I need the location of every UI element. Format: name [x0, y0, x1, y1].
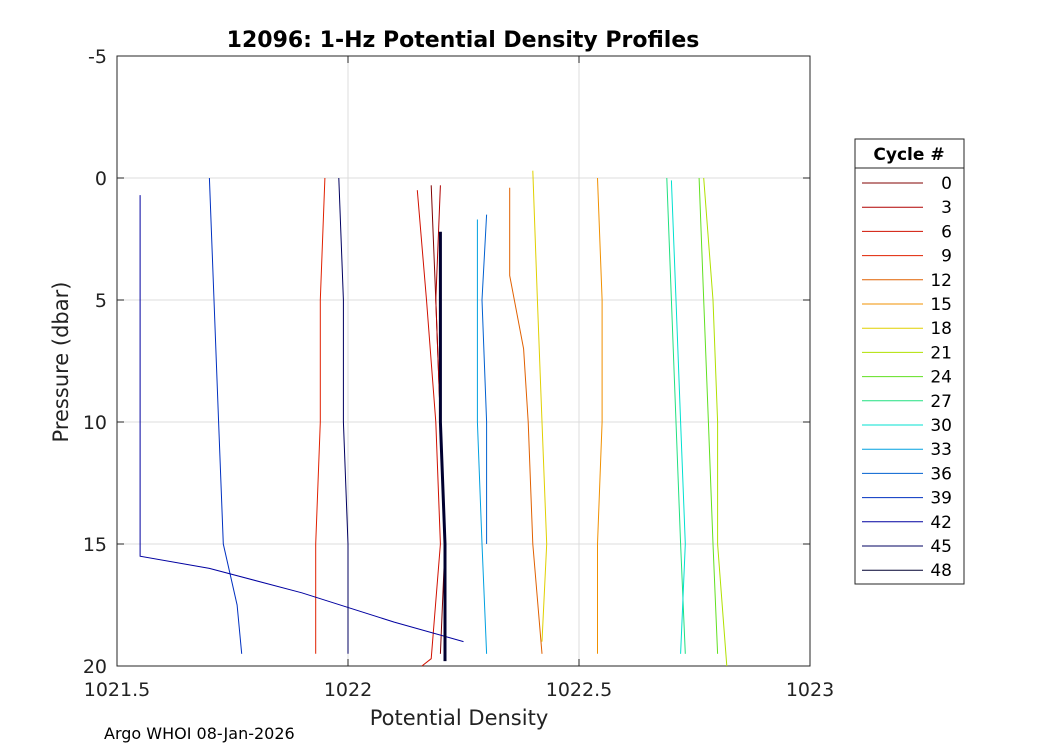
legend-box	[854, 138, 965, 585]
legend-label-cycle-3: 3	[941, 198, 952, 218]
legend-label-cycle-48: 48	[930, 561, 952, 581]
y-tick-label: 15	[83, 534, 107, 556]
series-line-cycle-15	[597, 177, 603, 654]
series-line-cycle-6	[416, 190, 441, 667]
legend-label-cycle-0: 0	[941, 174, 952, 194]
series-line-cycle-48	[438, 231, 447, 662]
series-line-cycle-21	[703, 177, 728, 667]
x-axis-label: Potential Density	[370, 706, 549, 730]
x-tick-label: 1023	[786, 679, 834, 701]
legend-label-cycle-39: 39	[930, 489, 952, 509]
x-tick-label: 1022.5	[546, 679, 612, 701]
legend-label-cycle-27: 27	[930, 392, 952, 412]
series-line-cycle-18	[532, 170, 548, 642]
series-line-cycle-45	[338, 177, 349, 654]
y-tick-label: 20	[83, 656, 107, 678]
footer-credit: Argo WHOI 08-Jan-2026	[104, 724, 295, 743]
x-tick-label: 1022	[324, 679, 372, 701]
legend-label-cycle-21: 21	[930, 343, 952, 363]
legend-label-cycle-6: 6	[941, 222, 952, 242]
y-tick-label: -5	[88, 46, 107, 68]
plot-frame	[116, 55, 811, 667]
legend-label-cycle-24: 24	[930, 368, 952, 388]
series-line-cycle-27	[666, 177, 686, 654]
series-line-cycle-24	[698, 177, 719, 654]
y-axis-label: Pressure (dbar)	[49, 282, 73, 443]
legend-label-cycle-42: 42	[930, 513, 952, 533]
series-line-cycle-30	[670, 180, 686, 654]
legend-label-cycle-15: 15	[930, 295, 952, 315]
legend-label-cycle-45: 45	[930, 537, 952, 557]
legend-label-cycle-36: 36	[930, 464, 952, 484]
series-line-cycle-42	[139, 195, 464, 643]
axis-ticks: 1021.5 1022 1022.5 1023 -5 0 5 10 15 20	[83, 46, 834, 701]
y-tick-label: 0	[95, 168, 107, 190]
series-line-cycle-36	[481, 214, 488, 544]
series-line-cycle-9	[315, 177, 326, 654]
y-tick-label: 10	[83, 412, 107, 434]
legend-label-cycle-12: 12	[930, 271, 952, 291]
y-tick-label: 5	[95, 290, 107, 312]
series-line-cycle-33	[476, 219, 488, 654]
legend-title: Cycle #	[873, 145, 944, 165]
legend-label-cycle-33: 33	[930, 440, 952, 460]
chart-title: 12096: 1-Hz Potential Density Profiles	[227, 28, 700, 53]
x-tick-label: 1021.5	[84, 679, 150, 701]
legend-label-cycle-30: 30	[930, 416, 952, 436]
series-lines	[139, 170, 728, 667]
series-line-cycle-39	[208, 177, 243, 654]
series-line-cycle-12	[509, 187, 543, 654]
legend-label-cycle-9: 9	[941, 247, 952, 267]
legend-label-cycle-18: 18	[930, 319, 952, 339]
